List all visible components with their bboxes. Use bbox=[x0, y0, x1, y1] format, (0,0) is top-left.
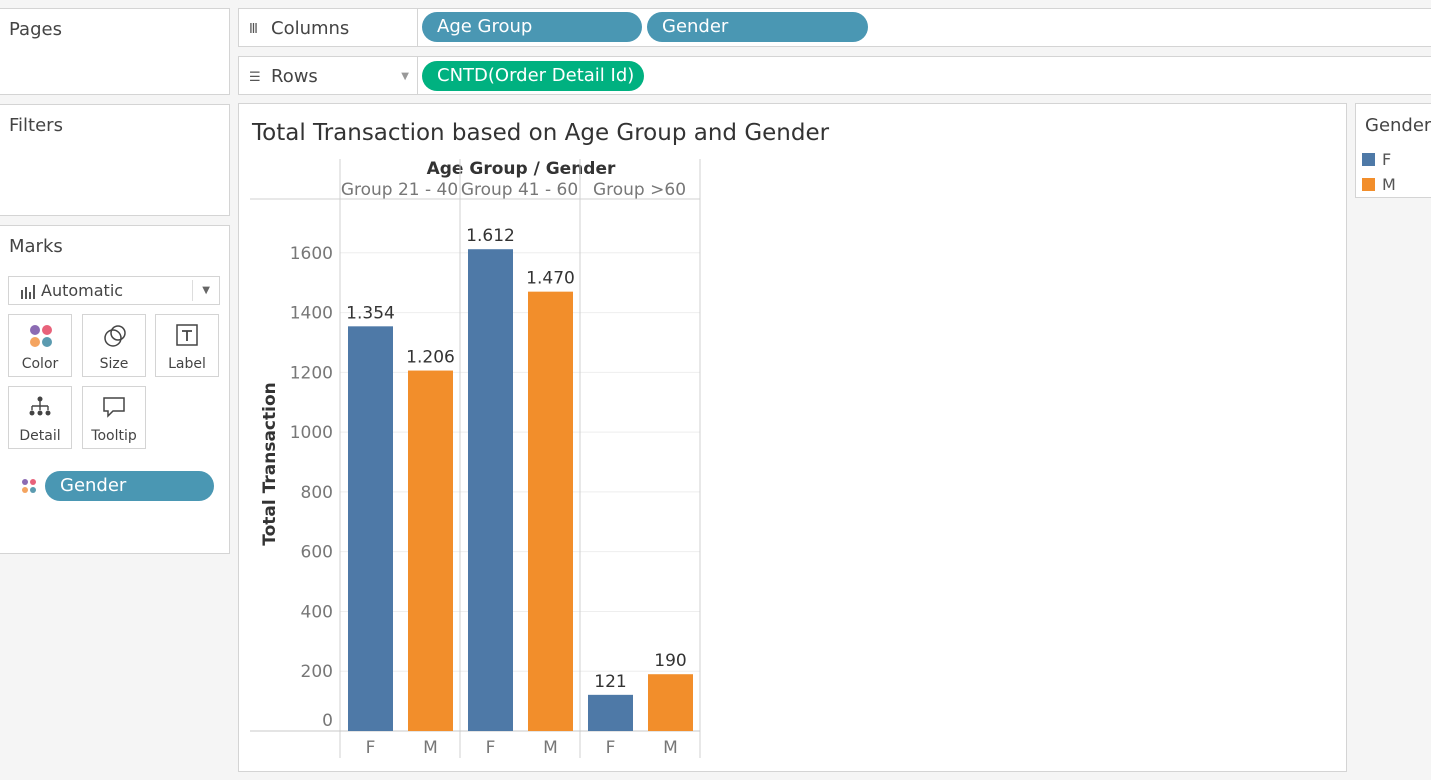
legend-swatch-f bbox=[1362, 153, 1375, 166]
rows-shelf[interactable]: CNTD(Order Detail Id) bbox=[417, 56, 1431, 95]
mark-type-label: Automatic bbox=[41, 281, 124, 300]
legend-swatch-m bbox=[1362, 178, 1375, 191]
legend-label-f: F bbox=[1382, 150, 1392, 169]
filters-title: Filters bbox=[9, 115, 63, 136]
legend-item-m[interactable]: M bbox=[1362, 175, 1396, 194]
columns-shelf[interactable]: Age Group Gender bbox=[417, 8, 1431, 47]
tooltip-button-label: Tooltip bbox=[91, 428, 137, 444]
columns-pill-age-group[interactable]: Age Group bbox=[422, 12, 642, 42]
size-button-label: Size bbox=[99, 356, 129, 372]
chevron-down-icon[interactable]: ▼ bbox=[202, 285, 210, 296]
pages-card: Pages bbox=[0, 8, 230, 95]
group-label-21-40: Group 21 - 40 bbox=[340, 180, 459, 200]
rows-label: Rows bbox=[271, 66, 318, 87]
color-button[interactable]: Color bbox=[8, 314, 72, 377]
legend-label-m: M bbox=[1382, 175, 1396, 194]
marks-title: Marks bbox=[9, 236, 63, 257]
group-label-60-plus: Group >60 bbox=[592, 180, 687, 200]
tooltip-button[interactable]: Tooltip bbox=[82, 386, 146, 449]
rows-shelf-label[interactable]: ☰ Rows ▼ bbox=[238, 56, 418, 95]
columns-pill-gender[interactable]: Gender bbox=[647, 12, 868, 42]
chart-title: Total Transaction based on Age Group and… bbox=[252, 120, 830, 146]
marks-pill-gender[interactable]: Gender bbox=[45, 471, 214, 501]
columns-shelf-label[interactable]: Ⅲ Columns bbox=[238, 8, 418, 47]
dropdown-separator bbox=[192, 280, 193, 301]
bar-chart-icon bbox=[21, 285, 35, 299]
detail-icon bbox=[29, 396, 51, 416]
legend-title: Gender bbox=[1365, 115, 1431, 136]
y-axis-title: Total Transaction bbox=[260, 382, 280, 546]
detail-button[interactable]: Detail bbox=[8, 386, 72, 449]
mark-type-dropdown[interactable]: Automatic ▼ bbox=[8, 276, 220, 305]
filters-card[interactable]: Filters bbox=[0, 104, 230, 216]
color-button-label: Color bbox=[21, 356, 59, 372]
rows-icon: ☰ bbox=[249, 70, 261, 85]
detail-button-label: Detail bbox=[19, 428, 61, 444]
color-icon bbox=[30, 325, 52, 347]
columns-label: Columns bbox=[271, 18, 350, 39]
chart-view bbox=[238, 103, 1347, 772]
size-icon bbox=[104, 325, 126, 347]
columns-icon: Ⅲ bbox=[249, 22, 258, 37]
rows-pill-cntd-order-detail-id[interactable]: CNTD(Order Detail Id) bbox=[422, 61, 644, 91]
pages-title: Pages bbox=[9, 19, 62, 40]
tooltip-icon bbox=[103, 397, 125, 418]
legend-item-f[interactable]: F bbox=[1362, 150, 1391, 169]
label-button-label: Label bbox=[168, 356, 206, 372]
column-header-title: Age Group / Gender bbox=[426, 159, 616, 179]
color-encoding-icon bbox=[22, 479, 36, 493]
rows-dropdown-icon[interactable]: ▼ bbox=[401, 71, 409, 82]
label-button[interactable]: Label bbox=[155, 314, 219, 377]
size-button[interactable]: Size bbox=[82, 314, 146, 377]
group-label-41-60: Group 41 - 60 bbox=[460, 180, 579, 200]
text-label-icon bbox=[176, 324, 198, 346]
